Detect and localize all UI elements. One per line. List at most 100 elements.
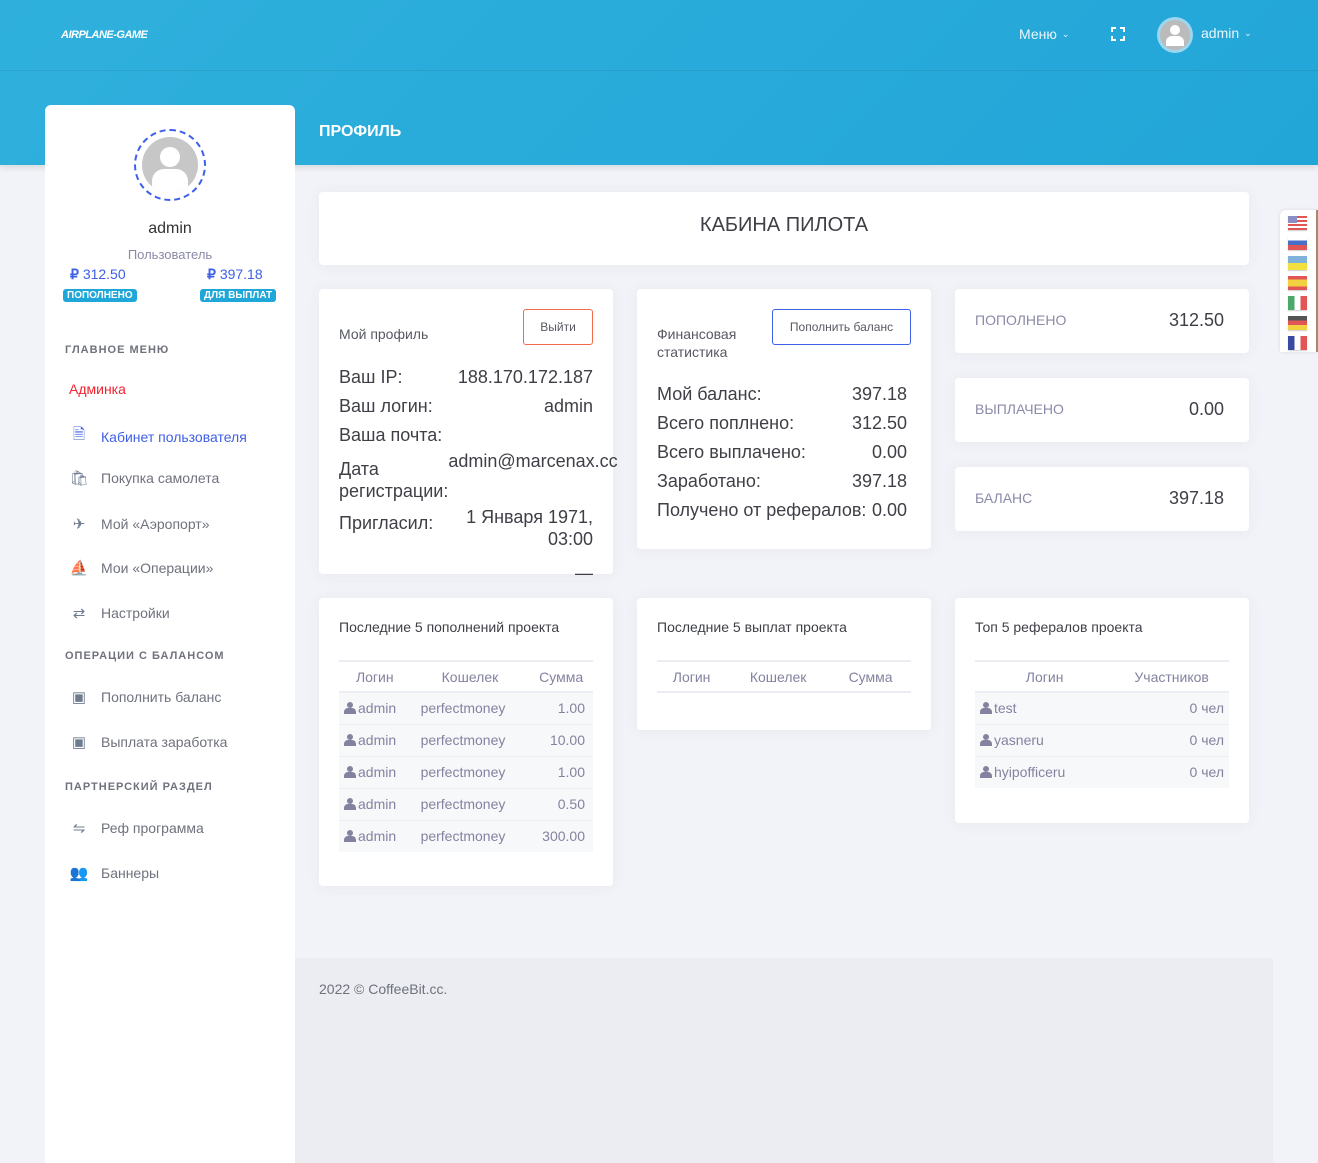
page-title: ПРОФИЛЬ — [319, 123, 402, 140]
sidebar-item-referral[interactable]: ⇋ Реф программа — [69, 819, 204, 837]
handshake-icon: ⇋ — [72, 820, 86, 837]
user-icon — [980, 766, 992, 779]
ship-icon: ⛵ — [69, 560, 89, 577]
finance-row: Мой баланс: 397.18 — [657, 384, 907, 404]
users-icon: 👥 — [69, 865, 89, 882]
finance-row: Заработано: 397.18 — [657, 471, 907, 491]
withdrawable-badge: ДЛЯ ВЫПЛАТ — [200, 289, 277, 302]
sidebar-item-withdraw[interactable]: ▣ Выплата заработка — [69, 733, 228, 751]
col-wallet: Кошелек — [726, 660, 831, 693]
cockpit-title: КАБИНА ПИЛОТА — [699, 214, 869, 236]
sidebar-username: admin — [148, 220, 192, 237]
finance-title: Финансовая статистика — [657, 326, 737, 360]
stat-card: ВЫПЛАЧЕНО 0.00 — [955, 378, 1249, 442]
user-label: admin — [1201, 25, 1240, 41]
flag-de-icon[interactable] — [1288, 316, 1307, 330]
referrals-title: Топ 5 рефералов проекта — [975, 619, 1143, 635]
flag-us-icon[interactable] — [1288, 216, 1307, 230]
flag-ru-icon[interactable] — [1288, 236, 1307, 250]
user-icon — [344, 798, 356, 810]
ref-row: Пригласил: 1 Января 1971, 03:00— — [339, 507, 593, 583]
user-icon — [980, 702, 992, 715]
language-switcher — [1280, 210, 1318, 352]
table-row: admin perfectmoney 1.00 — [339, 755, 593, 788]
ruble-icon: ₽ — [207, 266, 216, 282]
col-login: Логин — [975, 660, 1115, 693]
sidebar-item-operations[interactable]: ⛵ Мои «Операции» — [69, 560, 214, 577]
referrals-card: Топ 5 рефералов проекта Логин Участников … — [955, 598, 1249, 823]
sidebar-item-cabinet[interactable]: 🗎 Кабинет пользователя — [69, 424, 247, 449]
section-balance-ops: ОПЕРАЦИИ С БАЛАНСОМ — [65, 650, 225, 662]
menu-label: Меню — [1019, 26, 1057, 42]
reg-row: Дата регистрации: admin@marcenax.cc — [339, 451, 618, 501]
sidebar-item-buy-plane[interactable]: 🛍 Покупка самолета — [69, 470, 220, 487]
email-row: Ваша почта: — [339, 425, 443, 445]
cockpit-banner: КАБИНА ПИЛОТА — [319, 192, 1249, 265]
deposited-balance: ₽ 312.50 — [70, 266, 126, 282]
section-partner: ПАРТНЕРСКИЙ РАЗДЕЛ — [65, 781, 213, 793]
profile-title: Мой профиль — [339, 326, 429, 342]
sidebar-item-admin[interactable]: Админка — [69, 381, 126, 397]
table-row: test 0 чел — [975, 691, 1229, 724]
stat-card: ПОПОЛНЕНО 312.50 — [955, 289, 1249, 353]
finance-row: Всего поплнено: 312.50 — [657, 413, 907, 433]
col-wallet: Кошелек — [410, 660, 530, 693]
sidebar-item-settings[interactable]: ⇄ Настройки — [69, 604, 170, 622]
chevron-down-icon: ⌄ — [1244, 27, 1252, 38]
profile-avatar — [134, 129, 206, 201]
stat-value: 0.00 — [1188, 399, 1224, 419]
stat-label: ПОПОЛНЕНО — [975, 312, 1067, 328]
inbox-in-icon: ▣ — [71, 689, 87, 706]
payouts-table: Логин Кошелек Сумма — [657, 660, 911, 693]
sidebar-item-deposit[interactable]: ▣ Пополнить баланс — [69, 688, 222, 706]
table-row: admin perfectmoney 10.00 — [339, 723, 593, 756]
exchange-icon: ⇄ — [72, 605, 86, 622]
sidebar: admin Пользователь ₽ 312.50 ₽ 397.18 ПОП… — [45, 105, 295, 1163]
flag-ua-icon[interactable] — [1288, 256, 1307, 270]
menu-dropdown[interactable]: Меню ⌄ — [1019, 26, 1069, 42]
referrals-table: Логин Участников test 0 чел yasneru 0 чел hyi… — [975, 660, 1229, 788]
table-row: admin perfectmoney 0.50 — [339, 787, 593, 820]
logout-button[interactable]: Выйти — [523, 309, 593, 345]
deposits-title: Последние 5 пополнений проекта — [339, 619, 560, 635]
sidebar-role: Пользователь — [127, 247, 213, 262]
fullscreen-icon[interactable] — [1111, 27, 1125, 41]
col-members: Участников — [1114, 660, 1229, 693]
user-avatar[interactable] — [1157, 17, 1193, 53]
payouts-card: Последние 5 выплат проекта Логин Кошелек С… — [637, 598, 931, 730]
user-icon — [344, 702, 356, 715]
col-amount: Сумма — [529, 660, 593, 693]
table-row: yasneru 0 чел — [975, 723, 1229, 756]
plane-icon: ✈ — [72, 516, 86, 533]
id-card-icon: 🗎 — [72, 426, 86, 443]
flag-fr-icon[interactable] — [1288, 336, 1307, 350]
col-amount: Сумма — [830, 660, 911, 693]
deposits-card: Последние 5 пополнений проекта Логин Коше… — [319, 598, 613, 886]
copyright: 2022 © CoffeeBit.cc. — [319, 981, 448, 997]
user-dropdown[interactable]: admin ⌄ — [1201, 25, 1252, 41]
stat-label: ВЫПЛАЧЕНО — [975, 401, 1064, 417]
table-row: hyipofficeru 0 чел — [975, 755, 1229, 788]
flag-es-icon[interactable] — [1288, 276, 1307, 290]
logo[interactable]: AIRPLANE-GAME — [61, 29, 148, 41]
ip-row: Ваш IP: 188.170.172.187 — [339, 367, 593, 387]
user-icon — [344, 766, 356, 778]
user-icon — [980, 734, 992, 746]
stat-card: БАЛАНС 397.18 — [955, 467, 1249, 531]
table-row: admin perfectmoney 300.00 — [339, 819, 593, 852]
deposited-badge: ПОПОЛНЕНО — [63, 289, 137, 302]
deposit-button[interactable]: Пополнить баланс — [772, 309, 911, 345]
stat-value: 312.50 — [1168, 310, 1224, 330]
finance-row: Получено от рефералов: 0.00 — [657, 500, 907, 520]
finance-card: Финансовая статистика Пополнить баланс М… — [637, 289, 931, 549]
sidebar-item-airport[interactable]: ✈ Мой «Аэропорт» — [69, 515, 210, 533]
deposits-table: Логин Кошелек Сумма admin perfectmoney 1.00 a… — [339, 660, 593, 852]
header-divider — [0, 70, 1318, 71]
stat-label: БАЛАНС — [975, 490, 1033, 506]
footer: 2022 © CoffeeBit.cc. — [295, 958, 1273, 1163]
table-row: admin perfectmoney 1.00 — [339, 691, 593, 724]
login-row: Ваш логин: admin — [339, 396, 593, 416]
flag-it-icon[interactable] — [1288, 296, 1307, 310]
payouts-title: Последние 5 выплат проекта — [657, 619, 847, 635]
sidebar-item-banners[interactable]: 👥 Баннеры — [69, 865, 160, 882]
